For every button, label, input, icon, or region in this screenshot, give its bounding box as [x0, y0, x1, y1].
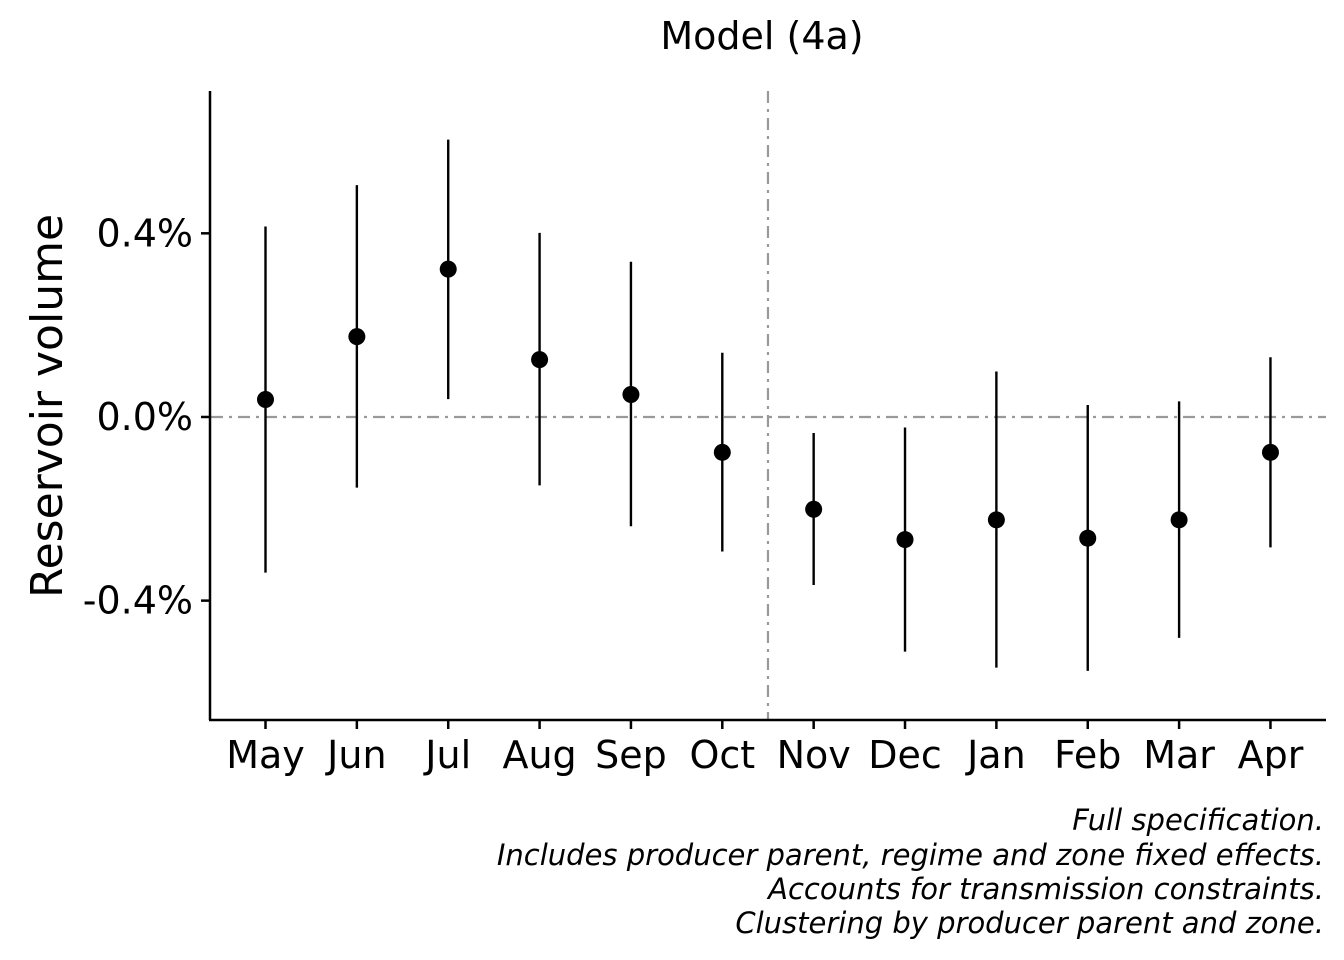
x-tick-label: Jun	[325, 733, 386, 777]
x-tick-label: Apr	[1238, 733, 1304, 777]
x-tick-label: May	[226, 733, 305, 777]
caption-line-1: Full specification.	[1072, 803, 1324, 837]
estimate-point	[805, 500, 823, 518]
estimate-point	[896, 531, 914, 549]
caption-line-4: Clustering by producer parent and zone.	[735, 906, 1324, 940]
estimate-point	[1079, 529, 1097, 547]
x-tick-label: Oct	[689, 733, 755, 777]
x-tick-label: Jul	[423, 733, 471, 777]
x-tick-label: Dec	[868, 733, 942, 777]
y-tick-label: 0.0%	[96, 395, 193, 439]
estimate-point	[257, 391, 274, 409]
caption-line-3: Accounts for transmission constraints.	[766, 872, 1324, 906]
x-tick-label: Jan	[965, 733, 1026, 777]
x-tick-label: Aug	[502, 733, 576, 777]
estimate-point	[713, 443, 731, 461]
estimate-point	[531, 351, 549, 369]
estimate-point	[622, 385, 640, 403]
axes	[208, 91, 1326, 722]
estimate-point	[987, 511, 1005, 529]
x-ticks: May Jun Jul Aug Sep Oct Nov Dec Jan Feb Mar Apr	[226, 720, 1304, 777]
x-tick-label: Mar	[1143, 733, 1215, 777]
estimate-point	[439, 260, 457, 278]
x-tick-label: Nov	[777, 733, 851, 777]
x-tick-label: Feb	[1054, 733, 1121, 777]
points	[257, 260, 1279, 549]
y-tick-label: 0.4%	[96, 211, 193, 255]
y-tick-label: -0.4%	[83, 579, 193, 623]
reference-lines	[211, 91, 1326, 720]
caption-line-2: Includes producer parent, regime and zon…	[497, 838, 1324, 872]
y-ticks: 0.4% 0.0% -0.4%	[83, 211, 210, 623]
estimate-point	[1170, 511, 1188, 529]
y-axis-label: Reservoir volume	[22, 214, 73, 598]
estimate-point	[1261, 443, 1279, 461]
chart-title: Model (4a)	[660, 14, 863, 58]
estimate-point	[348, 328, 366, 346]
x-tick-label: Sep	[595, 733, 667, 777]
